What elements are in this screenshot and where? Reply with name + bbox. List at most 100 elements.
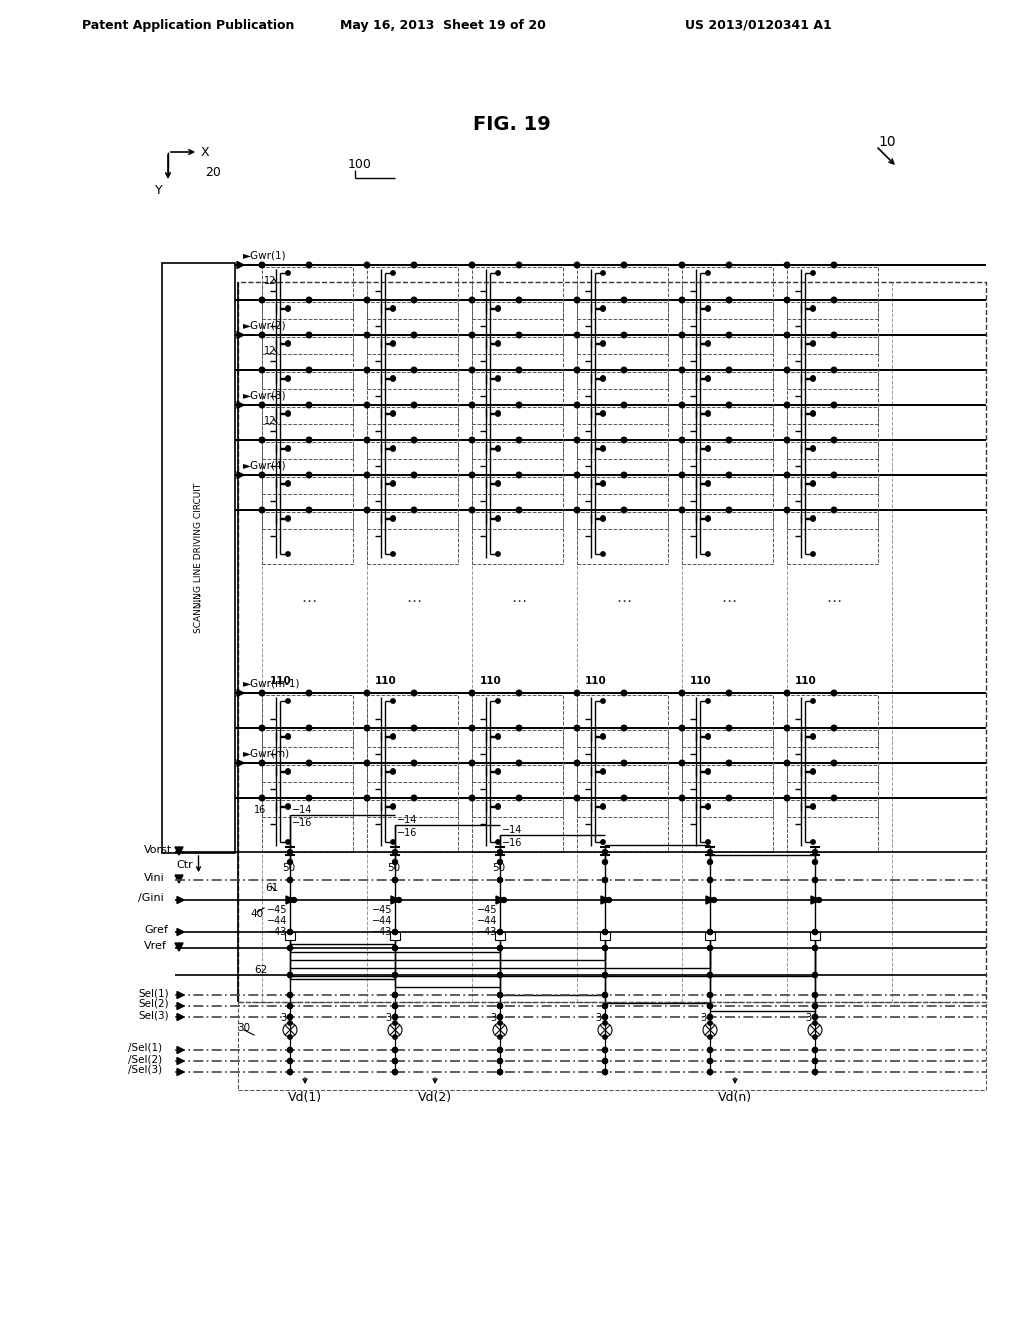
Bar bbox=[262, 267, 353, 319]
Bar bbox=[577, 477, 668, 529]
Circle shape bbox=[498, 1069, 503, 1074]
Circle shape bbox=[496, 735, 500, 739]
Circle shape bbox=[391, 446, 395, 450]
Circle shape bbox=[812, 1015, 817, 1019]
Circle shape bbox=[412, 507, 417, 512]
Circle shape bbox=[706, 805, 711, 809]
Circle shape bbox=[602, 878, 607, 883]
Text: 10: 10 bbox=[878, 135, 896, 149]
Text: 12: 12 bbox=[264, 416, 276, 426]
Bar bbox=[787, 337, 878, 389]
Circle shape bbox=[574, 760, 580, 766]
Circle shape bbox=[306, 367, 311, 372]
Bar bbox=[262, 477, 353, 529]
Circle shape bbox=[469, 437, 475, 442]
Circle shape bbox=[831, 333, 837, 338]
Circle shape bbox=[813, 1035, 817, 1039]
Circle shape bbox=[601, 376, 605, 381]
Circle shape bbox=[622, 760, 627, 766]
Circle shape bbox=[726, 760, 732, 766]
Circle shape bbox=[812, 1048, 817, 1052]
Circle shape bbox=[365, 333, 370, 338]
Circle shape bbox=[831, 473, 837, 478]
Bar bbox=[285, 932, 295, 940]
Circle shape bbox=[574, 263, 580, 268]
Polygon shape bbox=[237, 759, 244, 767]
Polygon shape bbox=[177, 896, 184, 903]
Circle shape bbox=[706, 341, 711, 346]
Circle shape bbox=[498, 973, 503, 978]
Circle shape bbox=[784, 725, 790, 731]
Text: US 2013/0120341 A1: US 2013/0120341 A1 bbox=[685, 18, 831, 32]
Circle shape bbox=[812, 878, 817, 883]
Circle shape bbox=[412, 795, 417, 801]
Circle shape bbox=[288, 929, 293, 935]
Circle shape bbox=[603, 1020, 607, 1026]
Text: ►Gwr(2): ►Gwr(2) bbox=[243, 321, 287, 331]
Circle shape bbox=[602, 993, 607, 998]
Circle shape bbox=[601, 552, 605, 556]
Circle shape bbox=[365, 725, 370, 731]
Bar bbox=[787, 442, 878, 494]
Circle shape bbox=[708, 850, 713, 854]
Circle shape bbox=[812, 850, 817, 854]
Circle shape bbox=[812, 993, 817, 998]
Circle shape bbox=[811, 516, 815, 520]
Circle shape bbox=[726, 473, 732, 478]
Circle shape bbox=[288, 1069, 293, 1074]
Circle shape bbox=[286, 306, 290, 312]
Circle shape bbox=[286, 734, 290, 738]
Circle shape bbox=[784, 795, 790, 801]
Text: ►Gwr(4): ►Gwr(4) bbox=[243, 461, 287, 471]
Circle shape bbox=[811, 840, 815, 845]
Bar bbox=[682, 442, 773, 494]
Circle shape bbox=[392, 1048, 397, 1052]
Circle shape bbox=[706, 306, 711, 310]
Bar bbox=[577, 302, 668, 354]
Bar bbox=[262, 442, 353, 494]
Circle shape bbox=[574, 297, 580, 302]
Circle shape bbox=[288, 929, 293, 935]
Circle shape bbox=[811, 735, 815, 739]
Bar bbox=[787, 477, 878, 529]
Circle shape bbox=[811, 342, 815, 346]
Circle shape bbox=[706, 735, 711, 739]
Circle shape bbox=[601, 376, 605, 380]
Text: /Sel(3): /Sel(3) bbox=[128, 1065, 162, 1074]
Circle shape bbox=[708, 1003, 713, 1008]
Circle shape bbox=[726, 297, 732, 302]
Bar bbox=[367, 337, 458, 389]
Bar bbox=[390, 932, 400, 940]
Circle shape bbox=[496, 517, 500, 521]
Text: 61: 61 bbox=[265, 883, 279, 894]
Circle shape bbox=[259, 263, 265, 268]
Circle shape bbox=[498, 859, 503, 865]
Circle shape bbox=[831, 297, 837, 302]
Bar bbox=[472, 267, 563, 319]
Circle shape bbox=[726, 367, 732, 372]
Circle shape bbox=[679, 367, 685, 372]
Circle shape bbox=[496, 306, 500, 310]
Circle shape bbox=[498, 929, 503, 935]
Circle shape bbox=[306, 297, 311, 302]
Circle shape bbox=[811, 306, 815, 312]
Circle shape bbox=[679, 725, 685, 731]
Circle shape bbox=[391, 552, 395, 556]
Circle shape bbox=[286, 376, 290, 380]
Circle shape bbox=[812, 929, 817, 935]
Circle shape bbox=[831, 437, 837, 442]
Circle shape bbox=[812, 929, 817, 935]
Circle shape bbox=[516, 795, 522, 801]
Circle shape bbox=[392, 1015, 397, 1019]
Circle shape bbox=[602, 1015, 607, 1019]
Circle shape bbox=[392, 878, 397, 883]
Circle shape bbox=[306, 507, 311, 512]
Circle shape bbox=[498, 898, 503, 903]
Circle shape bbox=[286, 446, 290, 451]
Circle shape bbox=[708, 1035, 713, 1039]
Circle shape bbox=[708, 945, 713, 950]
Circle shape bbox=[706, 446, 711, 451]
Circle shape bbox=[412, 473, 417, 478]
Circle shape bbox=[574, 473, 580, 478]
Circle shape bbox=[602, 1048, 607, 1052]
